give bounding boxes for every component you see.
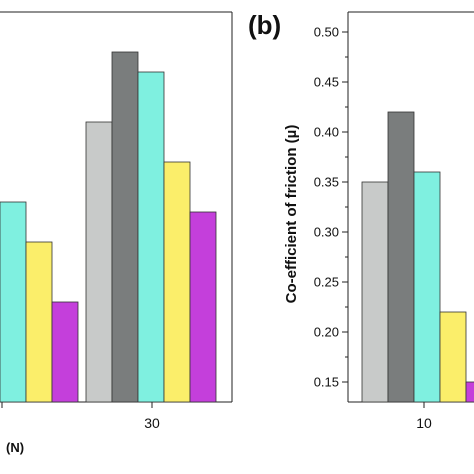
panel-a-x-category-30: 30 xyxy=(144,415,160,431)
panel-b-y-tick-label: 0.45 xyxy=(314,75,339,90)
panel-b-y-ticks: 0.15 0.20 0.25 0.30 0.35 0.40 0.45 0.50 xyxy=(314,25,348,390)
panel-b-y-axis-title: Co-efficient of friction (µ) xyxy=(283,125,300,304)
panel-b-bars xyxy=(361,111,474,403)
panel-b-x-category-10: 10 xyxy=(416,415,432,431)
panel-a: 30 (N) xyxy=(0,11,233,455)
panel-a-bars xyxy=(0,51,217,403)
panel-a-bar-series-5-cat-left xyxy=(51,301,79,403)
panel-b-y-tick-label: 0.40 xyxy=(314,125,339,140)
panel-b-bar-series-4-cat-10 xyxy=(439,311,467,403)
panel-a-bar-series-3-cat-left xyxy=(0,201,27,403)
panel-b-bar-series-2-cat-10 xyxy=(387,111,415,403)
panel-a-bar-series-4-cat-30 xyxy=(163,161,191,403)
panel-b-label: (b) xyxy=(248,10,281,40)
panel-b: (b) 0.150.200.250.300.350.400.450.50 10 … xyxy=(248,10,474,431)
panel-a-bar-series-1-cat-30 xyxy=(85,121,113,403)
panel-b-y-tick-label: 0.30 xyxy=(314,225,339,240)
panel-b-bar-series-5-cat-10 xyxy=(465,381,474,403)
panel-b-y-tick-label: 0.25 xyxy=(314,275,339,290)
panel-b-bar-series-1-cat-10 xyxy=(361,181,389,403)
panel-a-bar-series-4-cat-left xyxy=(25,241,53,403)
panel-b-y-tick-label: 0.50 xyxy=(314,25,339,40)
panel-a-bar-series-3-cat-30 xyxy=(137,71,165,403)
panel-a-bar-series-5-cat-30 xyxy=(189,211,217,403)
panel-b-y-tick-label: 0.20 xyxy=(314,325,339,340)
panel-b-y-tick-label: 0.15 xyxy=(314,375,339,390)
panel-a-x-unit-label: (N) xyxy=(6,440,24,455)
panel-a-bar-series-2-cat-30 xyxy=(111,51,139,403)
panel-b-y-tick-label: 0.35 xyxy=(314,175,339,190)
panel-b-bar-series-3-cat-10 xyxy=(413,171,441,403)
